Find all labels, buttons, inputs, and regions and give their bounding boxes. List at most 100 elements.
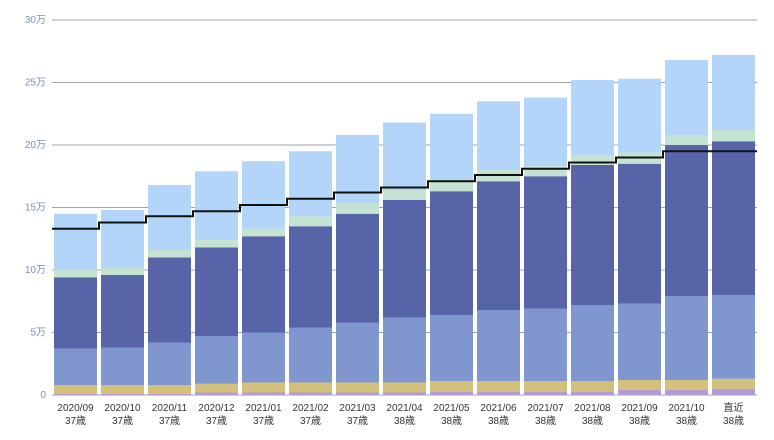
x-tick-sublabel: 37歳: [65, 415, 86, 427]
bar-segment-1: [242, 392, 285, 395]
x-tick-label: 2021/05: [433, 403, 470, 414]
x-tick-label: 2020/11: [152, 403, 188, 414]
x-tick-sublabel: 37歳: [112, 415, 133, 427]
bar-segment-3: [430, 315, 473, 382]
x-tick-sublabel: 37歳: [300, 415, 321, 427]
bar-segment-5: [571, 155, 614, 165]
bar-segment-6: [195, 171, 238, 240]
bar-segment-4: [195, 247, 238, 337]
bar-segment-4: [571, 165, 614, 305]
bar-segment-4: [712, 141, 755, 295]
bar-segment-5: [54, 270, 97, 278]
bar-segment-2: [242, 382, 285, 393]
bar-stacks: [54, 55, 755, 395]
y-tick-label: 20万: [25, 140, 46, 151]
x-tick-label: 2021/03: [339, 403, 376, 414]
bar-segment-5: [195, 240, 238, 248]
bar-segment-5: [665, 135, 708, 145]
bar-segment-3: [195, 336, 238, 384]
bar-segment-1: [712, 388, 755, 395]
bar-segment-3: [242, 332, 285, 383]
bar-segment-3: [101, 347, 144, 385]
bar-segment-6: [712, 55, 755, 130]
bar-segment-1: [148, 393, 191, 395]
bar-segment-2: [665, 380, 708, 390]
bar-segment-2: [571, 381, 614, 392]
bar-segment-1: [195, 392, 238, 395]
x-tick-sublabel: 37歳: [347, 415, 368, 427]
x-tick-label: 2021/02: [292, 403, 329, 414]
x-axis: 2020/0937歳2020/1037歳2020/1137歳2020/1237歳…: [57, 401, 744, 427]
x-tick-sublabel: 38歳: [394, 415, 415, 427]
bar-segment-3: [383, 317, 426, 383]
bar-segment-5: [430, 180, 473, 192]
bar-segment-4: [148, 257, 191, 343]
x-tick-label: 2020/09: [57, 403, 94, 414]
bar-segment-2: [101, 385, 144, 394]
bar-segment-2: [618, 380, 661, 390]
x-tick-label: 2020/10: [104, 403, 141, 414]
y-tick-label: 25万: [25, 78, 46, 89]
bar-segment-6: [477, 101, 520, 170]
x-tick-sublabel: 38歳: [535, 415, 556, 427]
bar-segment-2: [712, 378, 755, 389]
bar-segment-1: [430, 391, 473, 395]
bar-segment-2: [289, 382, 332, 393]
bar-segment-2: [430, 381, 473, 392]
x-tick-label: 2021/10: [668, 403, 705, 414]
bar-segment-3: [54, 348, 97, 385]
bar-segment-1: [336, 392, 379, 395]
bar-segment-4: [54, 277, 97, 349]
bar-segment-4: [383, 200, 426, 318]
bar-segment-1: [571, 391, 614, 395]
x-tick-sublabel: 38歳: [723, 415, 744, 427]
bar-segment-6: [289, 151, 332, 217]
bar-segment-6: [665, 60, 708, 135]
bar-segment-4: [336, 213, 379, 323]
bar-segment-2: [54, 385, 97, 394]
bar-segment-6: [148, 185, 191, 250]
bar-segment-6: [54, 213, 97, 270]
x-tick-label: 2021/08: [574, 403, 611, 414]
bar-segment-1: [54, 393, 97, 395]
bar-segment-3: [618, 303, 661, 380]
bar-segment-3: [665, 296, 708, 380]
bar-segment-3: [477, 310, 520, 382]
bar-segment-1: [665, 390, 708, 395]
bar-segment-5: [101, 267, 144, 275]
bar-segment-1: [383, 392, 426, 395]
x-tick-label: 2021/09: [621, 403, 658, 414]
bar-segment-3: [289, 327, 332, 383]
bar-segment-4: [618, 163, 661, 304]
bar-segment-4: [430, 191, 473, 315]
x-tick-sublabel: 38歳: [582, 415, 603, 427]
bar-segment-3: [148, 342, 191, 385]
bar-segment-1: [618, 390, 661, 395]
y-axis: 0 5万 10万 15万 20万 25万 30万: [25, 15, 47, 401]
x-tick-label: 直近: [724, 401, 744, 414]
x-tick-sublabel: 38歳: [441, 415, 462, 427]
y-tick-label: 15万: [25, 203, 46, 214]
x-tick-sublabel: 37歳: [206, 415, 227, 427]
bar-segment-5: [289, 216, 332, 227]
bar-segment-2: [477, 381, 520, 392]
x-tick-label: 2020/12: [198, 403, 235, 414]
bar-segment-1: [477, 391, 520, 395]
target-line: [52, 150, 757, 230]
bar-segment-2: [336, 382, 379, 393]
bar-segment-4: [242, 236, 285, 333]
x-tick-sublabel: 38歳: [488, 415, 509, 427]
bar-segment-4: [101, 275, 144, 348]
bar-segment-6: [242, 161, 285, 229]
bar-segment-2: [524, 381, 567, 392]
bar-segment-5: [524, 166, 567, 177]
bar-segment-3: [336, 322, 379, 383]
x-tick-sublabel: 38歳: [676, 415, 697, 427]
y-tick-label: 5万: [30, 328, 46, 339]
bar-segment-5: [712, 130, 755, 142]
bar-segment-6: [618, 78, 661, 153]
bar-segment-6: [524, 97, 567, 167]
bar-segment-6: [383, 122, 426, 190]
y-tick-label: 10万: [25, 265, 46, 276]
